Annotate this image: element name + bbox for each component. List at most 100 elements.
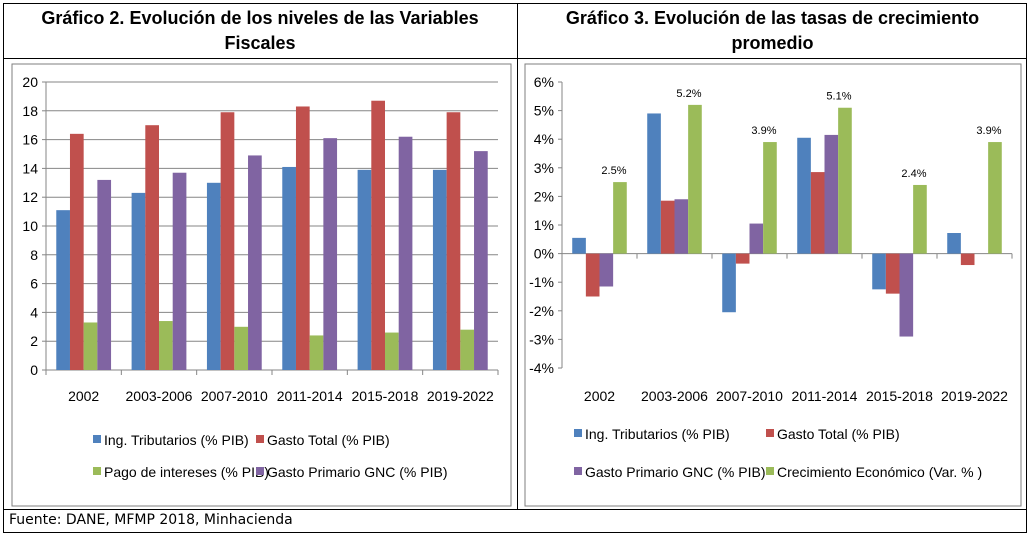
- chart-2-y-tick-label: 10: [22, 218, 38, 234]
- chart-3-data-label: 2.5%: [601, 165, 626, 177]
- chart-3-y-tick-label: 4%: [534, 131, 554, 147]
- chart-3-bar: [810, 172, 825, 254]
- chart-2-y-tick-label: 8: [30, 247, 38, 263]
- chart-3-bar: [674, 199, 689, 254]
- chart-2-y-tick-label: 6: [30, 276, 38, 292]
- chart-3-legend-swatch: [574, 467, 582, 475]
- chart-2-title-line1: Gráfico 2. Evolución de los niveles de l…: [41, 8, 479, 28]
- chart-2-bar: [371, 100, 385, 370]
- chart-3-x-tick-label: 2011-2014: [792, 388, 858, 404]
- chart-3-y-tick-label: -4%: [529, 360, 554, 376]
- chart-2-y-tick-label: 0: [30, 362, 38, 378]
- chart-3-x-tick-label: 2015-2018: [866, 388, 933, 404]
- chart-2-legend-label: Gasto Total (% PIB): [267, 432, 390, 448]
- chart-2-bar: [56, 210, 70, 370]
- chart-2-x-tick-label: 2019-2022: [427, 388, 494, 404]
- chart-3-bar: [913, 184, 927, 254]
- chart-3-data-label: 5.2%: [676, 88, 701, 100]
- chart-2-title: Gráfico 2. Evolución de los niveles de l…: [6, 6, 514, 56]
- chart-3-bar: [599, 253, 614, 287]
- chart-3-bar: [797, 137, 811, 254]
- chart-3-bar: [838, 107, 852, 254]
- chart-2-x-tick-label: 2015-2018: [352, 388, 419, 404]
- chart-3-title-line2: promedio: [731, 33, 814, 53]
- chart-2-bar: [248, 155, 262, 370]
- chart-3-y-tick-label: 0%: [534, 246, 554, 262]
- chart-2-legend-swatch: [93, 435, 101, 443]
- chart-3-y-tick-label: 3%: [534, 160, 554, 176]
- chart-2-x-tick-label: 2007-2010: [201, 388, 268, 404]
- chart-2-bar: [234, 326, 249, 370]
- chart-3-bar: [722, 253, 736, 313]
- chart-3-legend-label: Crecimiento Económico (Var. % ): [777, 464, 982, 480]
- chart-2-bar: [97, 179, 112, 370]
- chart-2-bar: [357, 169, 372, 370]
- chart-2-bar: [432, 169, 447, 370]
- chart-2-bar: [206, 182, 221, 370]
- chart-2-bar: [446, 112, 461, 371]
- chart-2-y-tick-label: 2: [30, 333, 38, 349]
- chart-2-y-tick-label: 20: [22, 74, 38, 90]
- chart-3-data-label: 3.9%: [751, 125, 776, 137]
- chart-3-bar: [688, 104, 702, 254]
- chart-2-bar: [172, 172, 187, 370]
- chart-2-y-tick-label: 12: [22, 189, 38, 205]
- title-divider: [3, 58, 1027, 59]
- chart-2-bar: [69, 133, 84, 370]
- chart-2-chart-area: [11, 63, 512, 507]
- chart-3-bar: [899, 253, 914, 337]
- chart-2-legend-swatch: [256, 467, 264, 475]
- chart-2-x-tick-label: 2011-2014: [277, 388, 343, 404]
- chart-2-title-line2: Fiscales: [224, 33, 296, 53]
- chart-2-bar: [309, 335, 324, 370]
- chart-3-title-line1: Gráfico 3. Evolución de las tasas de cre…: [565, 8, 980, 28]
- chart-2-y-tick-label: 16: [22, 132, 38, 148]
- chart-2-bar: [460, 329, 475, 370]
- chart-3-bar: [960, 253, 975, 266]
- chart-3-bar: [585, 253, 600, 297]
- chart-2-bar: [159, 321, 173, 370]
- chart-3-y-tick-label: -2%: [529, 303, 554, 319]
- chart-3-legend-label: Gasto Total (% PIB): [777, 426, 900, 442]
- chart-3-bar: [572, 237, 586, 254]
- chart-3-legend-swatch: [766, 429, 774, 437]
- chart-3-y-tick-label: -3%: [529, 331, 554, 347]
- chart-2-legend-swatch: [93, 467, 101, 475]
- chart-3-bar: [735, 253, 750, 264]
- chart-2-x-tick-label: 2003-2006: [126, 388, 193, 404]
- chart-3-legend-label: Ing. Tributarios (% PIB): [585, 426, 730, 442]
- source-divider: [3, 509, 1027, 510]
- chart-3-y-tick-label: 6%: [534, 74, 554, 90]
- chart-2-legend-label: Gasto Primario GNC (% PIB): [267, 464, 447, 480]
- figure-frame: [3, 3, 1027, 533]
- chart-3-bar: [647, 113, 661, 254]
- chart-3-x-tick-label: 2007-2010: [716, 388, 783, 404]
- chart-2-x-tick-label: 2002: [68, 388, 99, 404]
- chart-3-x-tick-label: 2019-2022: [941, 388, 1008, 404]
- chart-3-legend-swatch: [574, 429, 582, 437]
- source-note: Fuente: DANE, MFMP 2018, Minhacienda: [9, 512, 293, 528]
- chart-3-y-tick-label: 5%: [534, 103, 554, 119]
- chart-2-bar: [220, 112, 235, 371]
- chart-2-legend-label: Ing. Tributarios (% PIB): [104, 432, 249, 448]
- chart-3-x-tick-label: 2002: [584, 388, 615, 404]
- chart-3-bar: [885, 253, 900, 294]
- chart-2-legend-label: Pago de intereses (% PIB): [104, 464, 269, 480]
- chart-3-bar: [763, 142, 777, 254]
- chart-2-bar: [323, 138, 338, 370]
- chart-3-x-tick-label: 2003-2006: [641, 388, 708, 404]
- chart-2-bar: [145, 125, 159, 370]
- chart-2-bar: [474, 151, 488, 370]
- chart-3-bar: [947, 233, 961, 254]
- chart-3-y-tick-label: 1%: [534, 217, 554, 233]
- chart-3-y-tick-label: -1%: [529, 274, 554, 290]
- chart-2-y-tick-label: 4: [30, 304, 38, 320]
- column-divider: [517, 3, 518, 510]
- chart-2-bar: [385, 332, 399, 370]
- chart-2-y-tick-label: 14: [22, 160, 38, 176]
- chart-2-legend-swatch: [256, 435, 264, 443]
- chart-2-bar: [131, 192, 146, 370]
- chart-3-y-tick-label: 2%: [534, 188, 554, 204]
- chart-3-bar: [988, 142, 1002, 254]
